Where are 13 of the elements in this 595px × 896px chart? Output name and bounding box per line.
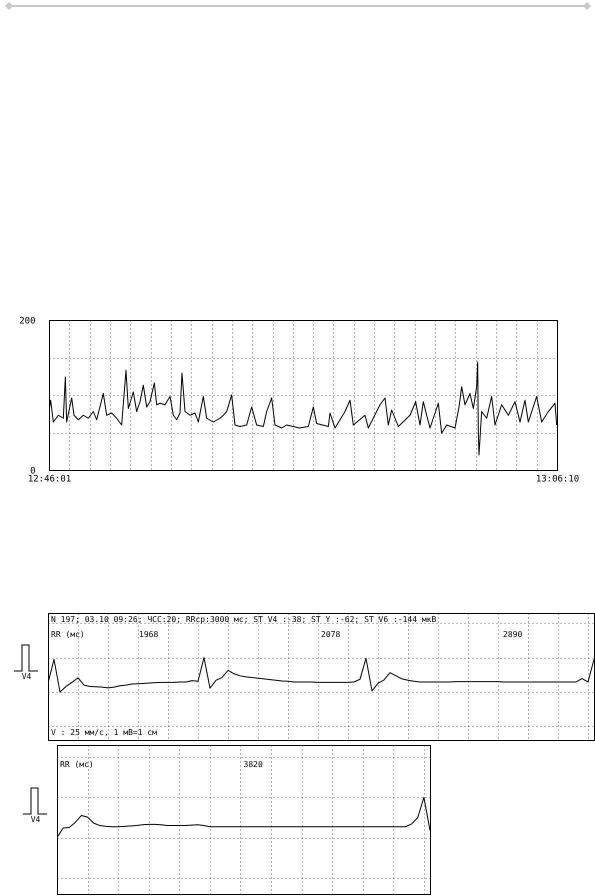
text: 2890 bbox=[503, 630, 522, 639]
text: RR (мс) bbox=[51, 630, 85, 639]
x-tick-label: 13:06:10 bbox=[536, 474, 580, 484]
chart-title: N 197; 03.10 09:26; ЧСС:20; RRср:3000 мс; ST V4 :-38; ST Y :-62; ST V6 :-144 мкВ bbox=[51, 615, 436, 624]
text: 3820 bbox=[244, 760, 263, 769]
text: 1968 bbox=[139, 630, 158, 639]
text: 2078 bbox=[321, 630, 340, 639]
text: RR (мс) bbox=[60, 760, 94, 769]
y-axis-title: V4 bbox=[22, 672, 32, 681]
x-tick-label: 12:46:01 bbox=[28, 474, 72, 484]
y-axis-title: V4 bbox=[30, 815, 40, 824]
y-tick-label: 200 bbox=[19, 316, 36, 326]
x-axis-title: V : 25 мм/с, 1 мВ=1 см bbox=[51, 728, 158, 737]
